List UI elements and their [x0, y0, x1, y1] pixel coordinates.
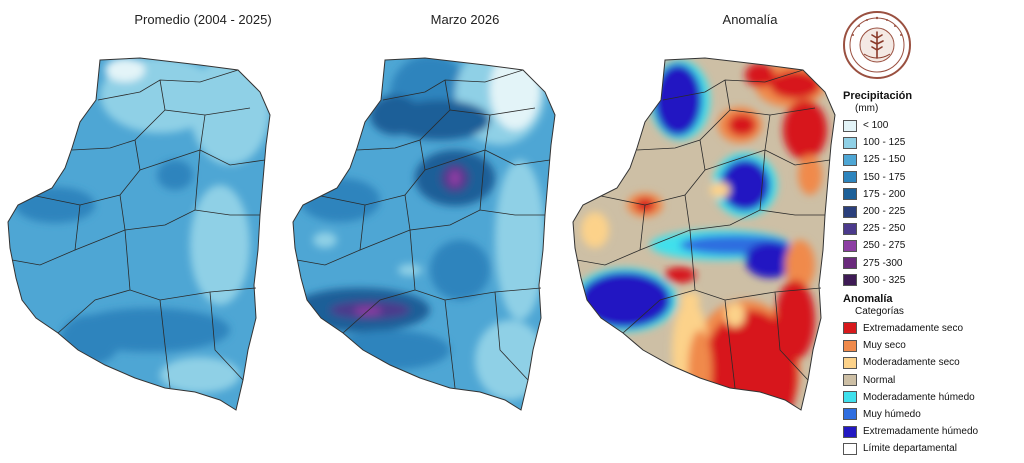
panel-title-average: Promedio (2004 - 2025)	[134, 12, 272, 27]
legend-label: 275 -300	[863, 257, 903, 269]
legend-swatch	[843, 136, 857, 149]
legend-anom-item: Muy húmedo	[843, 406, 1021, 423]
legend-swatch	[843, 391, 857, 404]
legend-label: 225 - 250	[863, 223, 906, 235]
legend-precip-item: 300 - 325	[843, 272, 1021, 289]
legend-label: 150 - 175	[863, 171, 906, 183]
legend-anom-item: Moderadamente húmedo	[843, 389, 1021, 406]
legend-precip-unit: (mm)	[855, 103, 879, 114]
legend-anom-title: Anomalía	[843, 292, 893, 305]
legend-swatch	[843, 274, 857, 287]
legend-label: Normal	[863, 374, 896, 386]
legend-label: 300 - 325	[863, 274, 906, 286]
legend-label: Muy húmedo	[863, 408, 921, 420]
legend-swatch	[843, 239, 857, 252]
legend-label: Moderadamente húmedo	[863, 391, 975, 403]
legend-precip-list: < 100 100 - 125 125 - 150 150 - 175 175 - 20…	[843, 117, 1021, 289]
legend-precip-item: 200 - 225	[843, 203, 1021, 220]
legend-anom-item: Normal	[843, 371, 1021, 388]
legend-item-limit: Límite departamental	[843, 440, 1021, 457]
legend-label: < 100	[863, 120, 889, 132]
legend-swatch	[843, 153, 857, 166]
legend-precip-item: 225 - 250	[843, 220, 1021, 237]
legend-anom-item: Muy seco	[843, 337, 1021, 354]
boundaries-anomaly	[576, 69, 831, 389]
legend-precip-item: < 100	[843, 117, 1021, 134]
legend-swatch	[843, 408, 857, 421]
panel-title-month: Marzo 2026	[430, 12, 500, 27]
seal-logo	[843, 11, 911, 79]
legend-anom-sub: Categorías	[855, 305, 904, 317]
legend-label: Extremadamente seco	[863, 322, 964, 334]
panel-title-anomaly: Anomalía	[722, 12, 778, 27]
legend: Precipitación (mm) < 100 100 - 125 125 - 1…	[843, 90, 1021, 457]
legend-swatch	[843, 339, 857, 352]
legend-swatch	[843, 205, 857, 218]
legend-label: Muy seco	[863, 340, 906, 352]
legend-anom-item: Extremadamente seco	[843, 320, 1021, 337]
legend-swatch	[843, 356, 857, 369]
map-anomaly	[573, 58, 835, 410]
legend-anom-list: Extremadamente seco Muy seco Moderadamente…	[843, 320, 1021, 440]
legend-swatch	[843, 425, 857, 438]
legend-label: 250 - 275	[863, 240, 906, 252]
legend-swatch	[843, 374, 857, 387]
map-average	[8, 58, 270, 410]
legend-swatch	[843, 188, 857, 201]
legend-anom-item: Extremadamente húmedo	[843, 423, 1021, 440]
legend-precip-item: 275 -300	[843, 255, 1021, 272]
legend-swatch	[843, 171, 857, 184]
legend-label: 200 - 225	[863, 206, 906, 218]
legend-swatch	[843, 257, 857, 270]
legend-precip-item: 125 - 150	[843, 151, 1021, 168]
legend-precip-item: 175 - 200	[843, 186, 1021, 203]
legend-swatch	[843, 222, 857, 235]
legend-label: 175 - 200	[863, 188, 906, 200]
legend-anom-item: Moderadamente seco	[843, 354, 1021, 371]
map-month	[293, 58, 555, 410]
legend-precip-item: 150 - 175	[843, 169, 1021, 186]
boundaries-average	[11, 69, 266, 389]
legend-label: 125 - 150	[863, 154, 906, 166]
legend-precip-title: Precipitación	[843, 90, 913, 102]
legend-swatch	[843, 322, 857, 335]
legend-precip-item: 100 - 125	[843, 134, 1021, 151]
legend-label: 100 - 125	[863, 137, 906, 149]
legend-label: Moderadamente seco	[863, 357, 960, 369]
boundaries-month	[296, 69, 551, 389]
legend-precip-item: 250 - 275	[843, 237, 1021, 254]
legend-label: Límite departamental	[863, 443, 957, 455]
legend-label: Extremadamente húmedo	[863, 426, 979, 438]
legend-swatch	[843, 442, 857, 455]
legend-swatch	[843, 119, 857, 132]
